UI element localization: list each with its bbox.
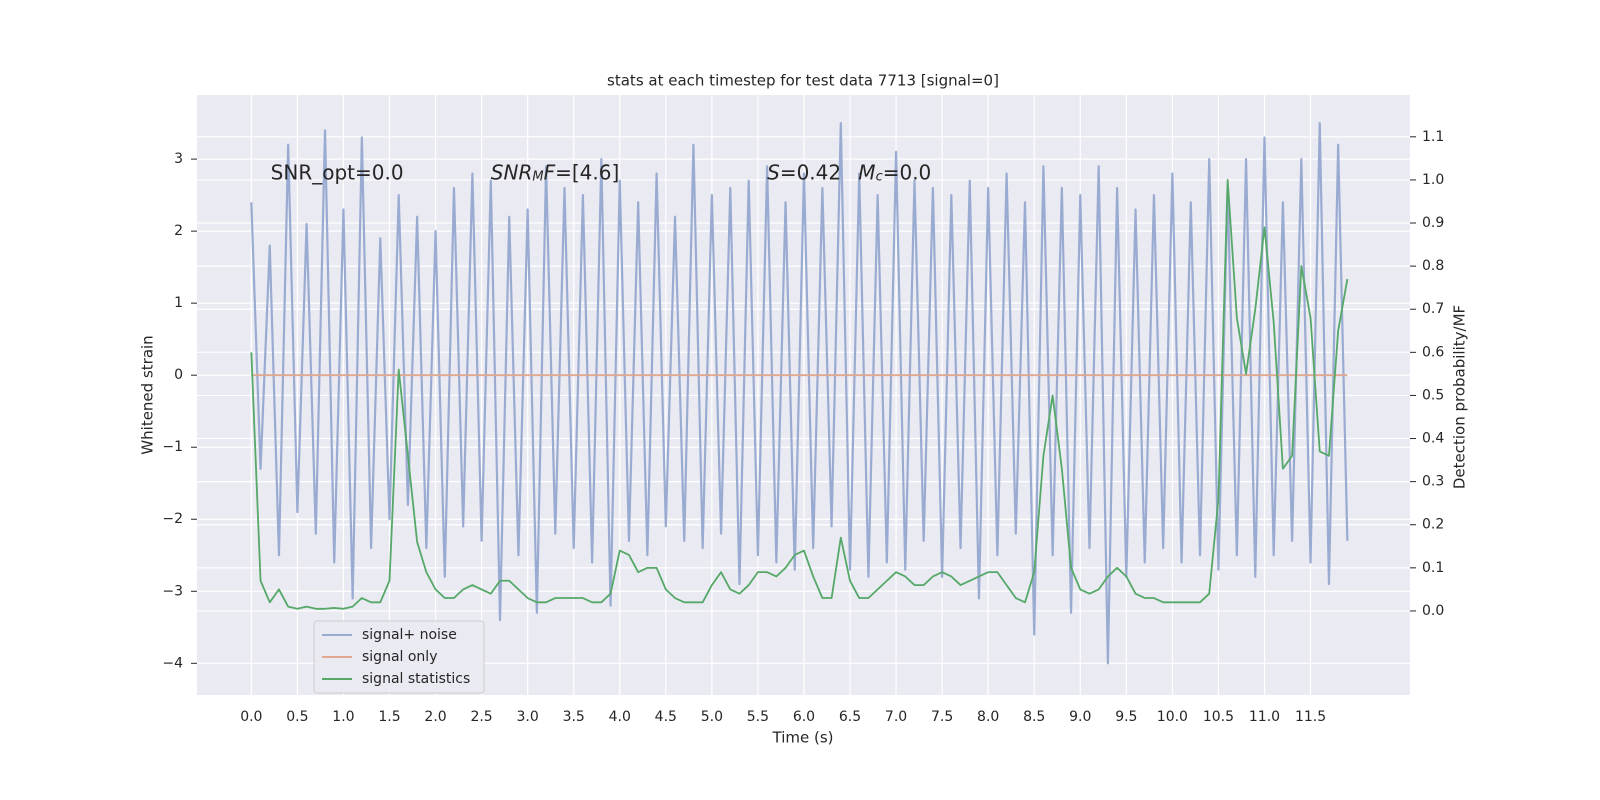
x-tick-label: 1.5: [378, 709, 400, 725]
y2-tick-label: 0.4: [1422, 431, 1444, 447]
y-tick-label: 2: [174, 223, 183, 239]
y2-tick-label: 0.6: [1422, 344, 1444, 360]
x-tick-label: 2.5: [470, 709, 492, 725]
y2-tick-label: 1.0: [1422, 172, 1444, 188]
annotation-part: =0.42: [780, 160, 841, 184]
annotation-part: c: [876, 170, 883, 185]
x-tick-label: 9.5: [1115, 709, 1137, 725]
x-tick-label: 0.0: [240, 709, 262, 725]
y-tick-label: 3: [174, 151, 183, 167]
x-tick-label: 4.5: [655, 709, 677, 725]
x-tick-label: 8.0: [977, 709, 999, 725]
chart-title: stats at each timestep for test data 771…: [607, 72, 999, 90]
x-tick-label: 1.0: [332, 709, 354, 725]
x-tick-label: 2.0: [424, 709, 446, 725]
annotation: SNRMF=[4.6]: [491, 160, 619, 185]
annotation-part: M: [858, 160, 875, 184]
y-tick-label: −3: [162, 583, 183, 599]
y-tick-label: 1: [174, 295, 183, 311]
series-line: [250, 179, 1349, 610]
x-tick-label: 3.0: [517, 709, 539, 725]
x-tick-label: 5.5: [747, 709, 769, 725]
y2-axis-label: Detection probability/MF: [1451, 305, 1469, 489]
y2-tick-label: 0.7: [1422, 301, 1444, 317]
x-tick-label: 6.5: [839, 709, 861, 725]
legend-box: [313, 620, 485, 694]
x-axis-label: Time (s): [772, 729, 834, 747]
annotation-part: =[4.6]: [555, 160, 619, 184]
y-tick-label: 0: [174, 367, 183, 383]
y2-tick-label: 1.1: [1422, 129, 1444, 145]
x-tick-label: 10.0: [1157, 709, 1188, 725]
x-tick-label: 8.5: [1023, 709, 1045, 725]
x-tick-label: 3.5: [563, 709, 585, 725]
y2-tick-label: 0.0: [1422, 603, 1444, 619]
series-line: [250, 121, 1349, 665]
y-axis-label: Whitened strain: [139, 335, 157, 454]
y2-tick-label: 0.5: [1422, 387, 1444, 403]
y2-tick-label: 0.1: [1422, 560, 1444, 576]
y2-tick-label: 0.9: [1422, 215, 1444, 231]
y-tick-label: −1: [162, 439, 183, 455]
x-tick-label: 7.5: [931, 709, 953, 725]
annotation-part: S: [767, 160, 780, 184]
x-tick-label: 0.5: [286, 709, 308, 725]
y-tick-label: −2: [162, 511, 183, 527]
annotation-part: SNR_opt=0.0: [271, 160, 404, 184]
annotation-part: SNR: [491, 160, 533, 184]
annotation-part: F: [544, 160, 556, 184]
x-tick-label: 10.5: [1203, 709, 1234, 725]
y-tick-label: −4: [162, 655, 183, 671]
y2-tick-label: 0.8: [1422, 258, 1444, 274]
y2-tick-label: 0.3: [1422, 474, 1444, 490]
legend-label: signal only: [362, 649, 437, 665]
x-tick-label: 9.0: [1069, 709, 1091, 725]
legend-label: signal statistics: [362, 671, 470, 687]
annotation: S=0.42: [767, 160, 841, 184]
annotation-part: =0.0: [883, 160, 932, 184]
x-tick-label: 5.0: [701, 709, 723, 725]
annotation: Mc=0.0: [858, 160, 931, 185]
x-tick-label: 7.0: [885, 709, 907, 725]
annotation: SNR_opt=0.0: [271, 160, 404, 184]
annotation-part: M: [532, 170, 543, 185]
x-tick-label: 11.5: [1295, 709, 1326, 725]
x-tick-label: 4.0: [609, 709, 631, 725]
x-tick-label: 11.0: [1249, 709, 1280, 725]
y2-tick-label: 0.2: [1422, 517, 1444, 533]
x-tick-label: 6.0: [793, 709, 815, 725]
legend-label: signal+ noise: [362, 627, 457, 643]
